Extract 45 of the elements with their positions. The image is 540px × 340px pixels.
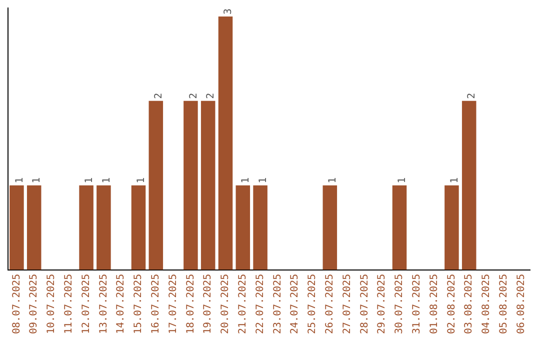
- x-tick-label: 21.07.2025: [237, 274, 248, 334]
- x-tick-label: 08.07.2025: [11, 274, 22, 334]
- x-tick-label: 30.07.2025: [394, 274, 406, 334]
- data-label: 1: [240, 177, 252, 184]
- x-tick-label: 05.08.2025: [498, 274, 510, 334]
- x-tick-label: 17.07.2025: [168, 274, 179, 334]
- x-tick-label: 02.08.2025: [446, 274, 458, 334]
- x-tick-label: 31.07.2025: [411, 274, 422, 334]
- x-tick-label: 06.08.2025: [516, 274, 527, 334]
- data-label: 2: [466, 92, 478, 99]
- x-tick-label: 15.07.2025: [133, 274, 144, 334]
- x-tick-label: 27.07.2025: [342, 274, 353, 334]
- x-tick-label: 20.07.2025: [220, 274, 232, 334]
- data-label: 1: [136, 177, 148, 184]
- x-tick-label: 09.07.2025: [28, 274, 40, 334]
- x-tick-label: 18.07.2025: [185, 274, 196, 334]
- x-tick-label: 23.07.2025: [272, 274, 284, 334]
- data-label: 3: [223, 8, 234, 14]
- x-tick-label: 16.07.2025: [150, 274, 162, 334]
- x-tick-label: 24.07.2025: [290, 274, 301, 334]
- data-label: 1: [101, 177, 112, 184]
- data-label: 1: [449, 177, 460, 184]
- data-label: 1: [258, 177, 269, 184]
- data-label: 2: [153, 92, 164, 99]
- x-tick-label: 14.07.2025: [116, 274, 127, 334]
- data-label: 1: [397, 177, 408, 184]
- x-tick-label: 10.07.2025: [46, 274, 58, 334]
- x-tick-label: 25.07.2025: [307, 274, 318, 334]
- data-label: 2: [206, 92, 217, 99]
- data-label: 1: [327, 177, 338, 184]
- x-tick-label: 28.07.2025: [359, 274, 370, 334]
- data-label: 2: [188, 92, 200, 99]
- x-tick-label: 12.07.2025: [80, 274, 92, 334]
- x-tick-label: 01.08.2025: [428, 274, 440, 334]
- x-tick-label: 22.07.2025: [254, 274, 266, 334]
- data-label: 1: [14, 177, 26, 184]
- x-tick-label: 13.07.2025: [98, 274, 110, 334]
- x-tick-label: 29.07.2025: [376, 274, 388, 334]
- data-label: 1: [84, 177, 95, 184]
- data-label: 1: [32, 177, 43, 184]
- x-tick-label: 26.07.2025: [324, 274, 336, 334]
- x-tick-label: 19.07.2025: [202, 274, 214, 334]
- x-tick-label: 11.07.2025: [63, 274, 74, 334]
- x-tick-label: 03.08.2025: [464, 274, 475, 334]
- x-tick-label: 04.08.2025: [481, 274, 492, 334]
